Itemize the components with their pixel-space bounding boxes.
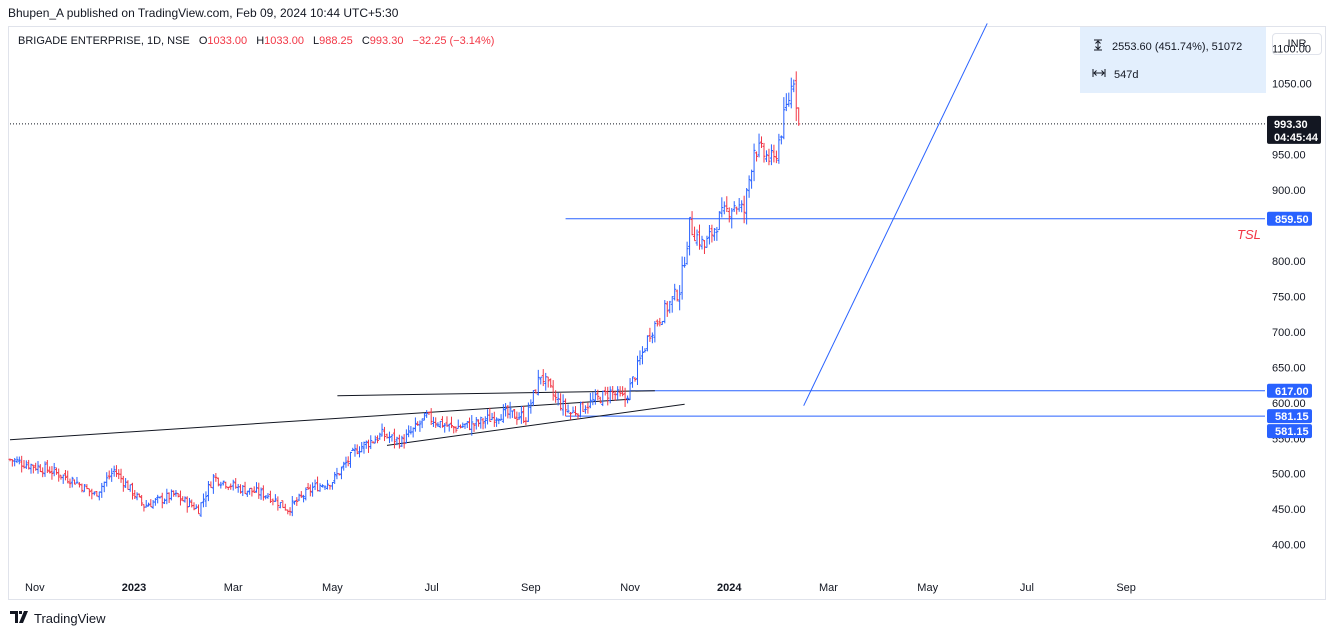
measure-duration: 547d bbox=[1114, 68, 1139, 81]
price-tick-2: 950.00 bbox=[1272, 150, 1306, 162]
price-tick-10: 500.00 bbox=[1272, 469, 1306, 481]
price-tick-0: 1100.00 bbox=[1272, 43, 1311, 55]
close-label: C bbox=[361, 35, 370, 47]
open-value: 1033.00 bbox=[207, 35, 248, 47]
price-tick-3: 900.00 bbox=[1272, 185, 1306, 197]
price-tick-11: 450.00 bbox=[1272, 504, 1306, 516]
trend-lines bbox=[9, 23, 988, 446]
trend-line-2 bbox=[386, 403, 685, 446]
level-tag-value-1: 617.00 bbox=[1275, 386, 1309, 398]
time-tick-9: May bbox=[917, 582, 938, 594]
price-tick-12: 400.00 bbox=[1272, 540, 1306, 552]
time-tick-3: May bbox=[322, 582, 343, 594]
measure-range-row: 2553.60 (451.74%), 51072 bbox=[1092, 39, 1242, 54]
high-value: 1033.00 bbox=[264, 35, 304, 47]
time-tick-6: Nov bbox=[620, 582, 640, 594]
level-tag-upper bbox=[1267, 409, 1312, 424]
level-tag-2 bbox=[1267, 424, 1312, 439]
measure-range: 2553.60 (451.74%), 51072 bbox=[1112, 40, 1243, 53]
close-value: 993.30 bbox=[369, 35, 404, 47]
low-label: L bbox=[313, 35, 320, 47]
horizontal-range-icon bbox=[1092, 67, 1106, 82]
time-tick-10: Jul bbox=[1020, 582, 1034, 594]
vertical-range-icon bbox=[1092, 39, 1104, 54]
time-axis: Nov 2023 Mar May Jul Sep Nov 2024 Mar May Jul Sep bbox=[25, 582, 1136, 594]
time-tick-4: Jul bbox=[425, 582, 439, 594]
time-tick-8: Mar bbox=[819, 582, 838, 594]
last-price-tag-value: 993.30 bbox=[1274, 119, 1308, 131]
time-tick-7: 2024 bbox=[717, 582, 742, 594]
trend-line-0 bbox=[9, 398, 631, 441]
measure-duration-row: 547d bbox=[1092, 67, 1138, 82]
currency-button[interactable]: INR bbox=[1272, 33, 1322, 55]
horizontal-levels bbox=[10, 123, 1265, 417]
projection-line bbox=[803, 23, 988, 406]
brand-name: TradingView bbox=[34, 611, 106, 626]
tradingview-logo-icon bbox=[10, 611, 30, 626]
last-price-tag-countdown: 04:45:44 bbox=[1274, 132, 1319, 144]
last-price-tag bbox=[1267, 115, 1321, 144]
time-tick-5: Sep bbox=[521, 582, 541, 594]
price-tick-5: 750.00 bbox=[1272, 291, 1306, 303]
level-tag-upper-value: 581.15 bbox=[1275, 411, 1309, 423]
symbol-name: BRIGADE ENTERPRISE, 1D, NSE bbox=[18, 35, 190, 47]
price-tick-7: 650.00 bbox=[1272, 362, 1306, 374]
price-tick-8: 600.00 bbox=[1272, 398, 1306, 410]
time-tick-11: Sep bbox=[1116, 582, 1136, 594]
change-value: −32.25 (−3.14%) bbox=[412, 35, 495, 47]
level-tag-value-0: 859.50 bbox=[1275, 214, 1309, 226]
trend-line-1 bbox=[337, 390, 655, 397]
publisher-info: Bhupen_A published on TradingView.com, F… bbox=[8, 6, 399, 20]
open-label: O bbox=[198, 35, 208, 47]
time-tick-2: Mar bbox=[224, 582, 243, 594]
footer-brand[interactable]: TradingView bbox=[10, 611, 106, 626]
level-tag-0 bbox=[1267, 211, 1312, 226]
measure-tooltip: 2553.60 (451.74%), 51072 547d bbox=[1080, 27, 1266, 93]
low-value: 988.25 bbox=[319, 35, 353, 47]
time-tick-0: Nov bbox=[25, 582, 45, 594]
price-bars bbox=[8, 71, 801, 517]
price-tick-6: 700.00 bbox=[1272, 327, 1306, 339]
price-tick-1: 1050.00 bbox=[1272, 79, 1312, 91]
time-tick-1: 2023 bbox=[122, 582, 146, 594]
level-tag-value-2: 581.15 bbox=[1275, 426, 1309, 438]
high-label: H bbox=[256, 35, 265, 47]
tsl-annotation: TSL bbox=[1237, 227, 1261, 242]
price-axis: 1100.00 1050.00 950.00 900.00 800.00 750.00 70… bbox=[1272, 43, 1312, 551]
chart-frame bbox=[8, 26, 1326, 600]
price-tick-4: 800.00 bbox=[1272, 256, 1306, 268]
symbol-legend: BRIGADE ENTERPRISE, 1D, NSE O1033.00 H10… bbox=[18, 35, 494, 47]
level-tag-1 bbox=[1267, 383, 1312, 398]
